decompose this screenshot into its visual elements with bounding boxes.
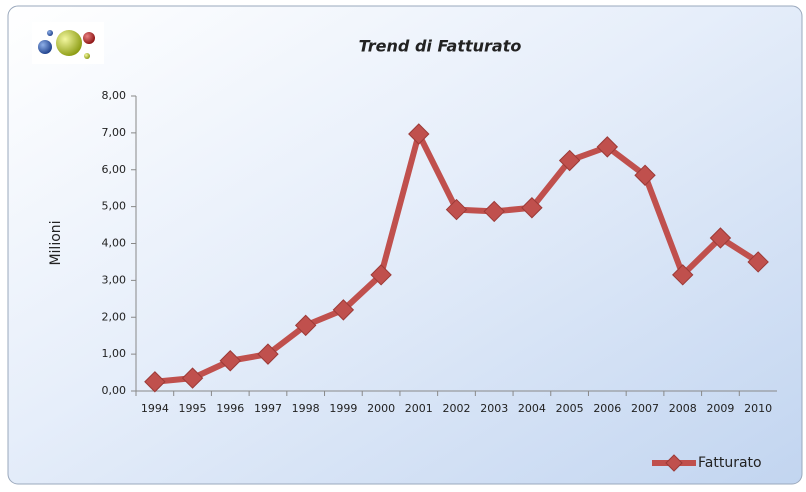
- data-point: [558, 149, 581, 172]
- y-axis-label: Milioni: [48, 220, 64, 265]
- x-tick-label: 2003: [480, 402, 508, 415]
- x-tick-label: 1999: [329, 402, 357, 415]
- x-tick-label: 1997: [254, 402, 282, 415]
- data-point: [370, 264, 392, 286]
- x-tick-label: 2000: [367, 402, 395, 415]
- legend-marker: [665, 454, 683, 472]
- logo: [32, 22, 104, 64]
- x-tick-label: 2007: [631, 402, 659, 415]
- x-tick-label: 2008: [669, 402, 697, 415]
- y-tick-label: 3,00: [102, 273, 127, 286]
- data-point: [445, 198, 468, 221]
- legend-label: Fatturato: [698, 455, 762, 471]
- x-tick-label: 2001: [405, 402, 433, 415]
- y-tick-label: 0,00: [102, 384, 127, 397]
- x-tick-label: 1995: [179, 402, 207, 415]
- x-tick-label: 2009: [706, 402, 734, 415]
- y-tick-label: 1,00: [102, 347, 127, 360]
- chart-panel: [7, 5, 803, 485]
- y-tick-label: 2,00: [102, 310, 127, 323]
- data-point: [747, 251, 769, 273]
- data-point: [596, 136, 619, 158]
- y-tick-label: 7,00: [102, 126, 127, 139]
- data-point: [408, 123, 430, 145]
- data-point: [483, 200, 505, 223]
- x-tick-label: 1998: [292, 402, 320, 415]
- x-tick-label: 1994: [141, 402, 169, 415]
- data-point: [181, 367, 204, 389]
- x-tick-label: 2004: [518, 402, 546, 415]
- data-point: [257, 343, 279, 365]
- data-point: [144, 371, 166, 393]
- x-tick-label: 1996: [216, 402, 244, 415]
- data-point: [332, 299, 355, 321]
- x-tick-label: 2006: [593, 402, 621, 415]
- data-point: [294, 314, 317, 337]
- data-point: [709, 227, 732, 249]
- x-tick-label: 2005: [556, 402, 584, 415]
- y-tick-label: 8,00: [102, 89, 127, 102]
- data-point: [219, 350, 241, 372]
- data-point: [521, 197, 543, 219]
- y-tick-label: 5,00: [102, 200, 127, 213]
- y-tick-label: 4,00: [102, 237, 127, 250]
- x-tick-label: 2002: [443, 402, 471, 415]
- data-point: [672, 264, 694, 286]
- y-tick-label: 6,00: [102, 163, 127, 176]
- x-tick-label: 2010: [744, 402, 772, 415]
- data-point: [634, 164, 656, 186]
- chart-title: Trend di Fatturato: [359, 37, 522, 56]
